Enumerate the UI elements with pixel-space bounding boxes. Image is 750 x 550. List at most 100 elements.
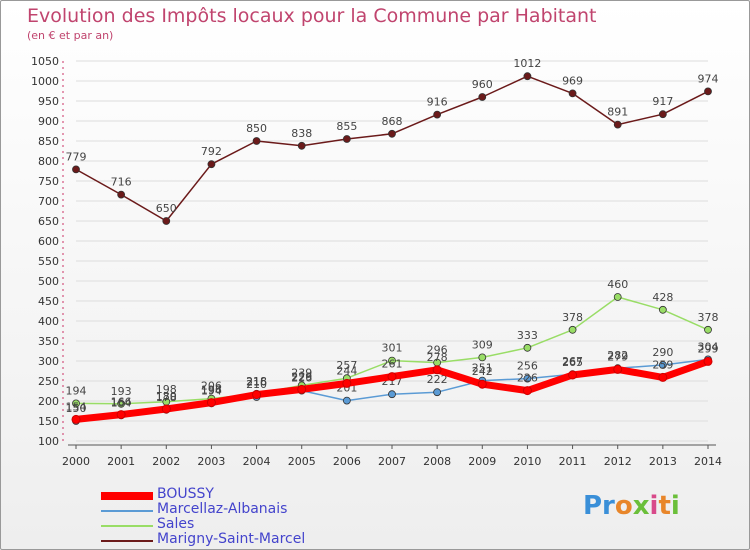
data-point	[658, 305, 667, 314]
data-label: 428	[652, 291, 673, 304]
proxiti-logo: Proxiti	[583, 491, 680, 521]
x-tick-label: 2012	[604, 455, 632, 468]
x-tick-label: 2001	[107, 455, 135, 468]
data-label: 378	[698, 311, 719, 324]
data-point	[117, 399, 126, 408]
legend-label: Marcellaz-Albanais	[157, 501, 288, 517]
data-label: 166	[111, 396, 132, 409]
x-tick-label: 2014	[694, 455, 722, 468]
data-point	[478, 353, 487, 362]
data-point	[388, 356, 396, 365]
data-point	[523, 72, 532, 81]
y-tick-label: 750	[38, 175, 59, 188]
y-tick-label: 950	[38, 95, 59, 108]
data-label: 198	[156, 383, 177, 396]
data-point	[568, 89, 577, 98]
data-label: 290	[652, 346, 673, 359]
data-label: 1012	[513, 57, 541, 70]
data-point	[703, 356, 713, 366]
legend-label: Sales	[157, 516, 195, 532]
data-label: 917	[652, 95, 673, 108]
legend-swatch	[101, 510, 153, 512]
data-point	[116, 410, 126, 420]
data-point	[523, 343, 532, 352]
data-label: 154	[66, 400, 87, 413]
chart-subtitle: (en € et par an)	[27, 29, 114, 42]
legend-swatch	[101, 525, 153, 527]
y-tick-label: 850	[38, 135, 59, 148]
x-tick-label: 2000	[62, 455, 90, 468]
data-point	[72, 165, 80, 174]
data-label: 256	[517, 360, 538, 373]
y-tick-label: 150	[38, 415, 59, 428]
data-label: 216	[246, 376, 267, 389]
data-point	[477, 379, 487, 389]
data-point	[478, 93, 487, 101]
data-label: 210	[246, 378, 267, 391]
data-label: 265	[562, 356, 583, 369]
data-label: 251	[472, 362, 493, 375]
data-point	[658, 110, 667, 119]
data-point	[117, 190, 126, 199]
data-point	[207, 160, 216, 169]
data-point	[71, 414, 81, 424]
x-tick-label: 2008	[423, 455, 451, 468]
y-tick-label: 400	[38, 315, 59, 328]
data-label: 650	[156, 202, 177, 215]
data-point	[252, 390, 262, 400]
data-label: 180	[156, 390, 177, 403]
data-point	[704, 87, 712, 96]
data-label: 299	[698, 342, 719, 355]
data-label: 301	[382, 342, 403, 355]
y-tick-label: 500	[38, 275, 59, 288]
x-tick-label: 2013	[649, 455, 677, 468]
data-point	[252, 137, 261, 145]
data-label: 891	[607, 106, 628, 119]
y-tick-label: 1050	[31, 55, 59, 68]
data-label: 460	[607, 278, 628, 291]
data-label: 194	[201, 384, 222, 397]
data-point	[704, 325, 712, 334]
y-tick-label: 250	[38, 375, 59, 388]
data-point	[162, 217, 171, 225]
x-tick-label: 2006	[333, 455, 361, 468]
y-tick-label: 300	[38, 355, 59, 368]
data-label: 239	[291, 366, 312, 379]
data-point	[388, 129, 396, 138]
legend-swatch	[101, 540, 153, 542]
data-point	[342, 396, 351, 405]
data-point	[388, 390, 396, 399]
data-point	[433, 388, 442, 397]
data-point	[568, 325, 577, 334]
data-point	[342, 378, 352, 388]
data-label: 378	[562, 311, 583, 324]
data-label: 194	[66, 384, 87, 397]
data-label: 226	[517, 372, 538, 385]
legend-swatch	[101, 492, 153, 500]
legend-label: BOUSSY	[157, 486, 214, 502]
data-label: 226	[291, 372, 312, 385]
data-label: 779	[66, 150, 87, 163]
y-tick-label: 600	[38, 235, 59, 248]
data-label: 218	[246, 375, 267, 388]
data-label: 309	[472, 338, 493, 351]
series-line	[75, 75, 709, 222]
data-label: 716	[111, 176, 132, 189]
data-point	[522, 386, 532, 396]
data-label: 222	[427, 373, 448, 386]
data-point	[206, 398, 216, 408]
data-point	[161, 404, 171, 414]
data-label: 974	[698, 72, 719, 85]
data-point	[613, 293, 622, 301]
data-label: 196	[201, 384, 222, 397]
data-point	[297, 384, 307, 394]
x-tick-label: 2005	[288, 455, 316, 468]
data-label: 267	[562, 355, 583, 368]
data-label: 868	[382, 115, 403, 128]
data-label: 261	[382, 358, 403, 371]
data-label: 969	[562, 74, 583, 87]
data-label: 242	[472, 365, 493, 378]
y-tick-label: 900	[38, 115, 59, 128]
x-tick-label: 2011	[559, 455, 587, 468]
data-point	[523, 374, 532, 383]
